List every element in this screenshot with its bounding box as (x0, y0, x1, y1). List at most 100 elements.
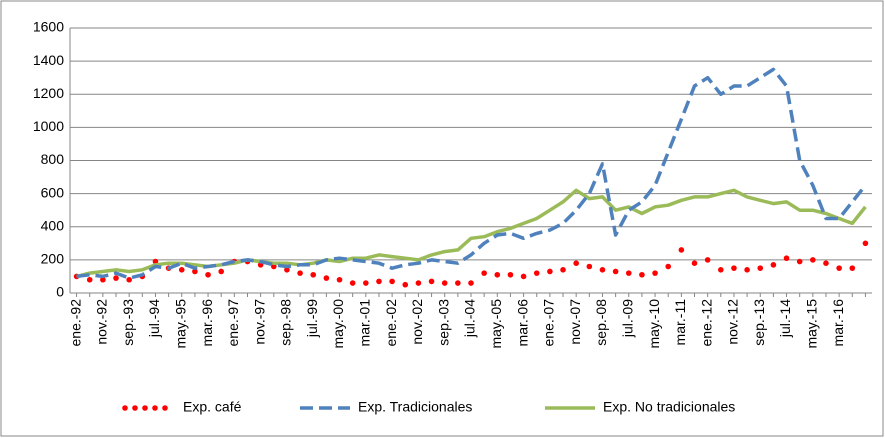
data-point (205, 271, 211, 278)
data-point (691, 260, 698, 266)
x-tick-label: ene.-07 (541, 299, 557, 347)
x-tick-label: ene.-97 (225, 299, 241, 347)
x-tick-label: jul.-09 (619, 299, 635, 338)
data-point (389, 278, 395, 285)
x-tick-label: ene.-02 (383, 299, 399, 347)
y-tick-label: 600 (41, 184, 65, 200)
data-point (678, 247, 685, 253)
y-tick-label: 1200 (33, 85, 64, 101)
data-point (810, 257, 816, 263)
data-point (481, 270, 487, 276)
data-point (507, 271, 514, 278)
x-tick-label: may.-15 (804, 299, 820, 349)
data-point (599, 267, 606, 273)
data-point (520, 273, 527, 280)
x-tick-label: ene.-12 (698, 299, 714, 347)
data-point (270, 263, 277, 270)
y-tick-label: 0 (56, 284, 64, 300)
y-tick-label: 1600 (33, 19, 64, 35)
data-point (770, 262, 777, 268)
x-tick-label: jul.-14 (777, 299, 793, 338)
data-point (652, 270, 658, 276)
data-point (349, 280, 356, 286)
y-tick-label: 200 (41, 251, 65, 267)
y-tick-label: 1000 (33, 118, 64, 134)
x-tick-label: sep.-08 (593, 299, 609, 346)
x-tick-label: jul.-99 (304, 299, 320, 338)
data-point (494, 271, 501, 278)
data-point (468, 280, 474, 286)
x-tick-label: sep.-98 (278, 299, 294, 346)
legend-swatch (132, 405, 138, 411)
data-point (625, 270, 632, 276)
data-point (310, 271, 317, 278)
data-point (192, 268, 198, 275)
data-point (100, 276, 106, 283)
legend-swatch (122, 405, 128, 411)
data-point (113, 275, 119, 281)
x-tick-label: mar.-96 (199, 299, 215, 347)
legend-swatch (162, 405, 168, 411)
legend-label: Exp. No tradicionales (603, 399, 735, 415)
x-tick-label: sep.-13 (751, 299, 767, 346)
data-point (284, 267, 290, 273)
data-point (402, 281, 409, 288)
x-tick-label: mar.-16 (830, 299, 846, 347)
data-point (560, 267, 566, 273)
data-point (415, 280, 422, 286)
data-point (731, 265, 737, 271)
x-tick-label: sep.-03 (435, 299, 451, 346)
data-point (744, 267, 750, 273)
x-tick-label: mar.-11 (672, 299, 688, 346)
data-point (718, 267, 724, 273)
x-tick-label: may.-05 (488, 299, 504, 349)
legend-label: Exp. café (183, 399, 242, 415)
data-point (428, 278, 435, 285)
data-point (836, 265, 842, 271)
data-point (178, 267, 185, 273)
data-point (783, 255, 790, 262)
data-point (573, 260, 579, 266)
series-line (76, 67, 867, 280)
x-tick-label: nov.-07 (567, 299, 583, 345)
x-tick-label: may.-10 (646, 299, 662, 349)
x-tick-label: may.-95 (172, 299, 188, 349)
x-tick-label: nov.-97 (251, 299, 267, 345)
data-point (533, 270, 540, 276)
x-tick-label: mar.-01 (357, 299, 373, 347)
data-point (757, 265, 764, 271)
data-point (441, 280, 448, 286)
x-tick-label: nov.-02 (409, 299, 425, 345)
x-tick-label: jul.-04 (462, 299, 478, 338)
data-point (455, 280, 461, 286)
y-tick-label: 800 (41, 151, 65, 167)
data-point (586, 263, 593, 270)
data-point (376, 278, 382, 285)
data-point (323, 275, 330, 281)
legend-label: Exp. Tradicionales (358, 399, 472, 415)
x-tick-label: mar.-06 (514, 299, 530, 347)
x-tick-label: nov.-92 (94, 299, 110, 345)
data-point (704, 257, 711, 263)
data-point (849, 265, 856, 271)
x-tick-label: ene.-92 (67, 299, 83, 347)
x-tick-label: nov.-12 (725, 299, 741, 345)
data-point (336, 276, 343, 283)
y-tick-label: 400 (41, 217, 65, 233)
legend-swatch (142, 405, 148, 411)
legend-swatch (152, 405, 158, 411)
x-tick-label: may.-00 (330, 299, 346, 349)
x-tick-label: sep.-93 (120, 299, 136, 346)
data-point (612, 268, 619, 275)
data-point (547, 268, 553, 275)
data-point (823, 260, 829, 266)
data-point (862, 240, 869, 247)
data-point (639, 271, 645, 278)
data-point (297, 270, 303, 276)
x-tick-label: jul.-94 (146, 299, 162, 338)
data-point (86, 276, 93, 283)
data-point (126, 276, 132, 283)
y-tick-label: 1400 (33, 52, 64, 68)
data-point (796, 258, 803, 265)
